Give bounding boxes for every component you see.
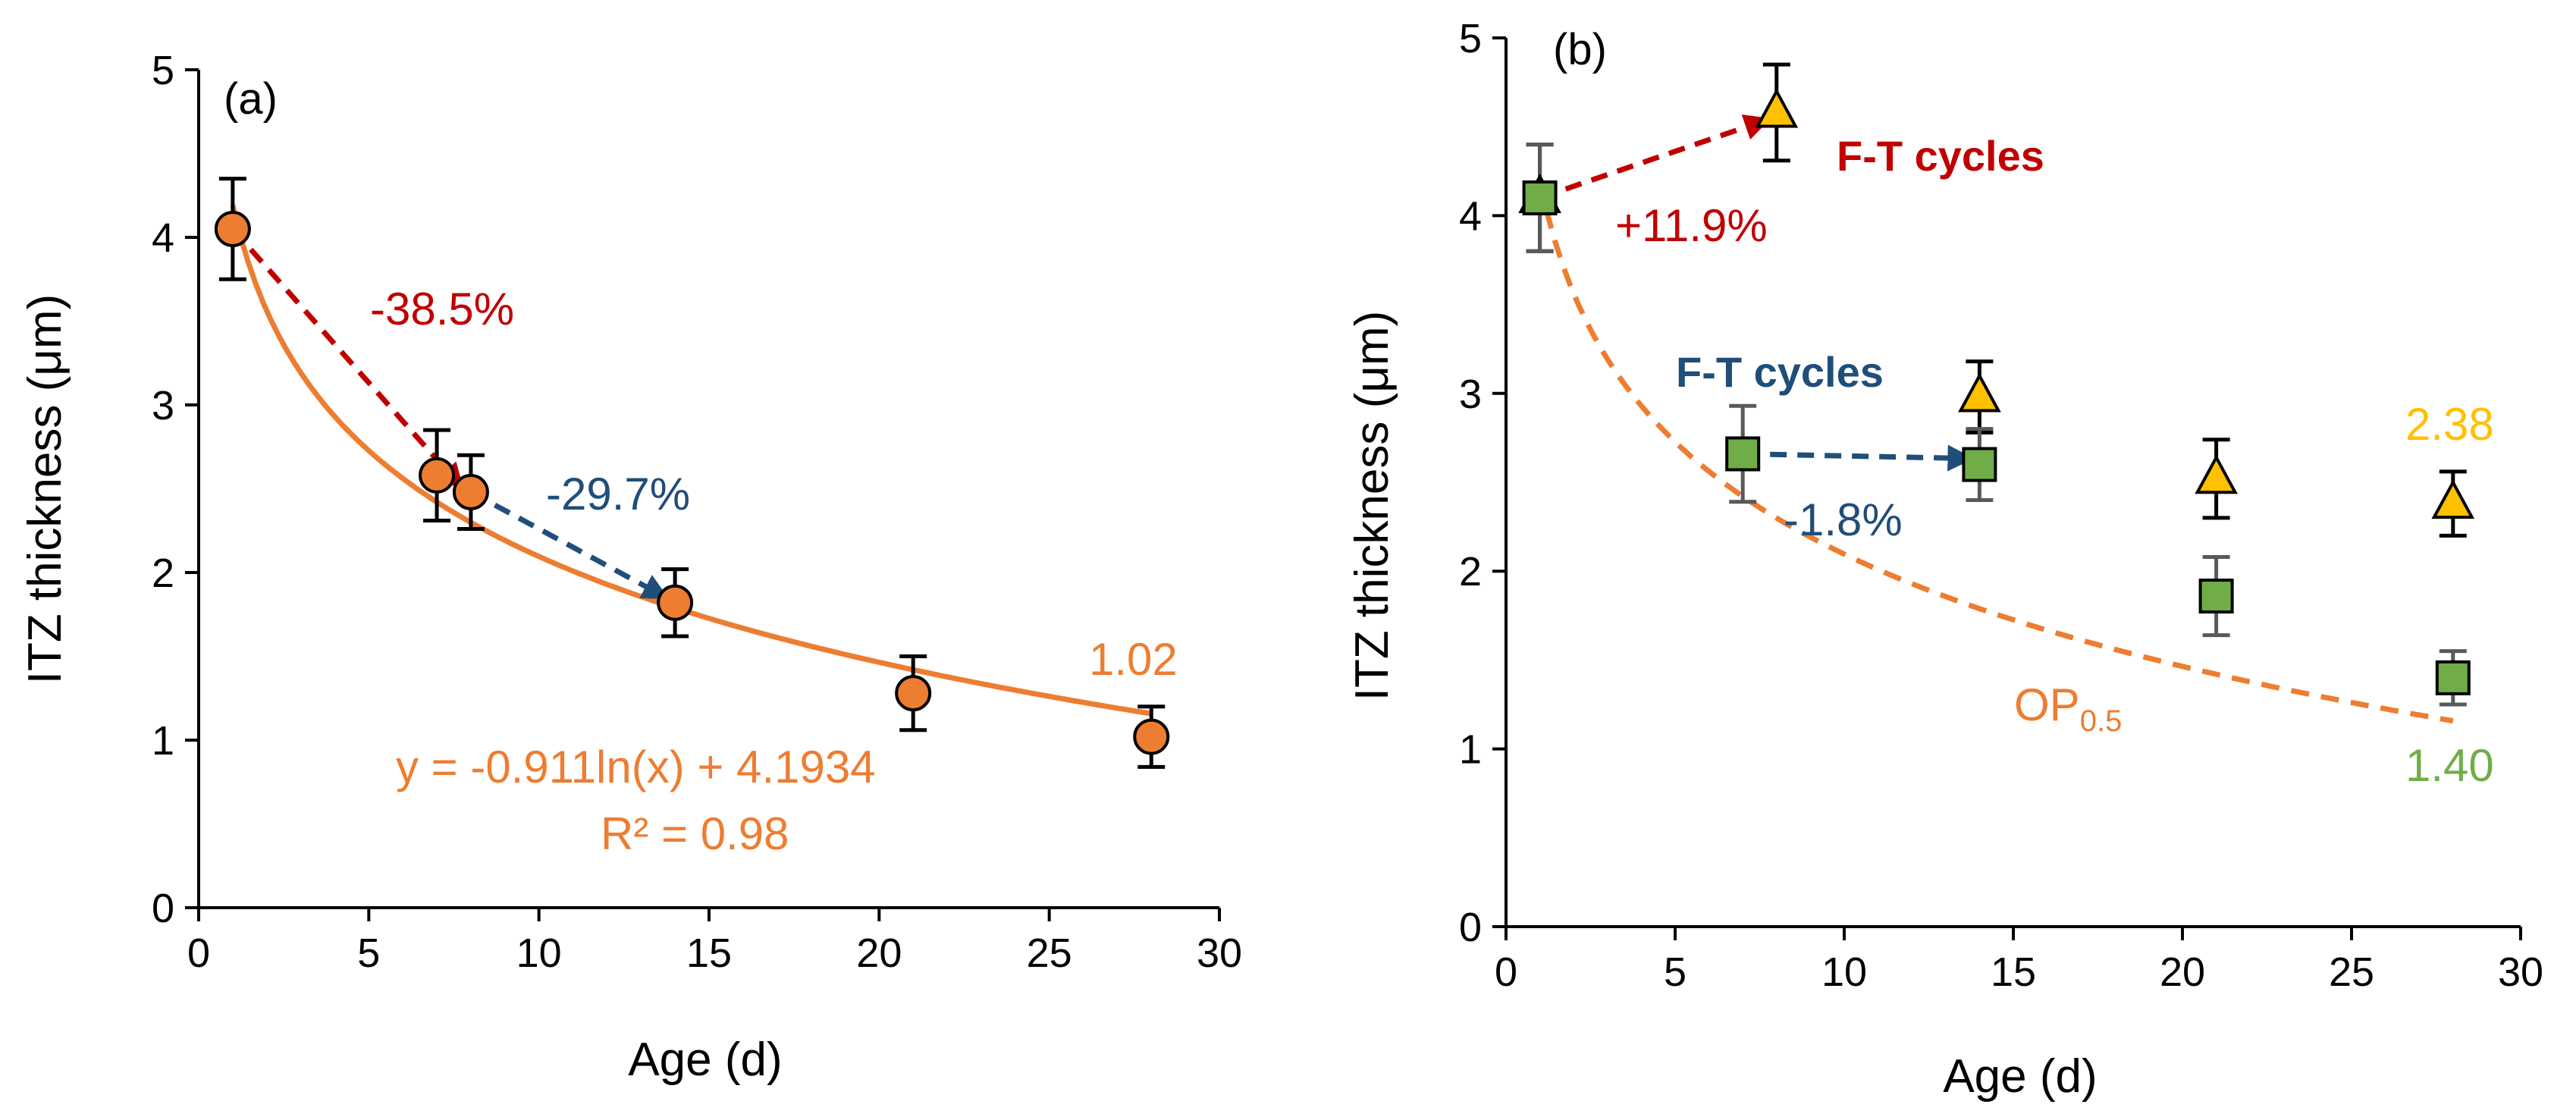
panel-b-x-tick-label: 20 [2160,949,2205,995]
panel-b-annotation-red-pct: +11.9% [1615,200,1768,251]
panel-a-trendline [230,204,1152,717]
panel-a-x-tick-label: 10 [516,930,562,976]
chart-panel-a: 0 1 2 3 4 5 0 5 10 15 20 25 30 ITZ thickness (μm) Ag… [19,48,1242,1086]
panel-b-x-tick-label: 0 [1495,949,1517,995]
panel-b-axes [1492,36,2522,940]
panel-b-x-tick-label: 10 [1821,949,1867,995]
panel-b-triangle-point [2431,478,2475,519]
panel-a-circle-point [452,473,489,510]
op-label-subscript: 0.5 [2080,704,2123,738]
panel-b-annotation-square-last: 1.40 [2405,740,2494,791]
chart-panel-b: 0 1 2 3 4 5 0 5 10 15 20 25 30 ITZ thickness (μm) Ag… [1346,16,2543,1103]
panel-a-y-tick-label: 2 [152,551,174,596]
panel-b-square-point [1962,447,1997,482]
panel-b-y-tick-label: 2 [1459,549,1482,595]
panel-a-circle-point [657,584,694,621]
panel-b-square-point [2435,660,2471,695]
panel-a-circle-point [419,457,456,494]
panel-a-annotation-blue-pct: -29.7% [546,469,690,519]
panel-b-op-curve-layer [1537,180,2454,724]
panel-a-x-tick-label: 0 [187,930,210,976]
panel-b-triangle-point [1755,88,1799,128]
panel-b-annotation-blue-pct: -1.8% [1784,494,1903,545]
panel-b-y-tick-label: 3 [1459,372,1482,417]
panel-b-triangle-point [1958,372,2001,413]
panel-a-points-layer [214,177,1170,769]
panel-a-trendline-r2: R² = 0.98 [601,808,789,859]
panel-b-x-tick-label: 5 [1664,949,1686,995]
panel-b-annotation-triangle-last: 2.38 [2405,399,2494,450]
panel-b-square-point [1522,180,1558,215]
panel-a-y-tick-label: 0 [152,886,174,931]
panel-b-triangle-point [2195,454,2238,494]
panel-b-y-axis-title: ITZ thickness (μm) [1346,311,1398,701]
panel-b-square-point [1725,436,1761,472]
panel-b-x-tick-label: 30 [2498,949,2543,995]
panel-a-y-tick-label: 4 [152,215,174,261]
panel-b-square-point [2198,579,2234,614]
panel-a-x-tick-label: 5 [357,930,380,976]
panel-a-circle-point [214,210,251,247]
op-label-main: OP [2014,679,2080,730]
panel-a-x-tick-label: 30 [1197,930,1242,976]
panel-a-x-tick-label: 15 [686,930,732,976]
panel-b-tick-labels: 0 1 2 3 4 5 0 5 10 15 20 25 30 [1459,16,2543,995]
panel-b-op-curve-label: OP0.5 [2014,679,2122,738]
panel-a-y-tick-label: 1 [152,718,174,764]
panel-a-y-tick-label: 3 [152,383,174,428]
panel-b-arrow-layer [1539,115,1975,472]
panel-b-blue-dashed-arrow [1743,444,1975,472]
panel-b-red-dashed-arrow [1539,115,1771,201]
panel-b-y-tick-label: 5 [1459,16,1482,61]
panel-b-x-axis-title: Age (d) [1943,1050,2097,1103]
panel-a-trendline-equation: y = -0.911ln(x) + 4.1934 [396,742,876,792]
panel-b-y-tick-label: 1 [1459,727,1482,773]
panel-b-y-tick-label: 0 [1459,905,1482,950]
panel-a-x-axis-title: Age (d) [628,1034,782,1086]
panel-a-y-axis-title: ITZ thickness (μm) [19,294,71,685]
panel-a-y-tick-label: 5 [152,48,174,93]
panel-a-blue-dashed-arrow [469,489,670,600]
panel-b-y-tick-label: 4 [1459,193,1482,239]
panel-a-circle-point [895,675,932,712]
panel-b-x-tick-label: 25 [2329,949,2374,995]
panel-a-circle-point [1133,718,1170,755]
panel-a-axes [185,68,1221,921]
panel-a-x-tick-label: 20 [856,930,902,976]
panel-a-red-dashed-arrow [231,227,464,491]
panel-b-annotation-ft-blue: F-T cycles [1676,348,1884,396]
panel-b-annotation-ft-red: F-T cycles [1837,132,2044,180]
panel-a-x-tick-label: 25 [1027,930,1072,976]
panel-b-x-tick-label: 15 [1991,949,2036,995]
panel-a-trendline-layer [230,204,1152,717]
panel-b-op-reference-curve [1537,180,2454,724]
panel-a-tick-labels: 0 1 2 3 4 5 0 5 10 15 20 25 30 [152,48,1242,976]
panel-a-annotation-red-pct: -38.5% [370,284,514,334]
panel-b-label: (b) [1553,25,1607,74]
panel-a-arrow-layer [231,227,670,600]
panel-a-annotation-last-value: 1.02 [1089,634,1178,685]
panel-a-label: (a) [224,74,278,124]
panel-b-points-layer [1518,62,2475,707]
